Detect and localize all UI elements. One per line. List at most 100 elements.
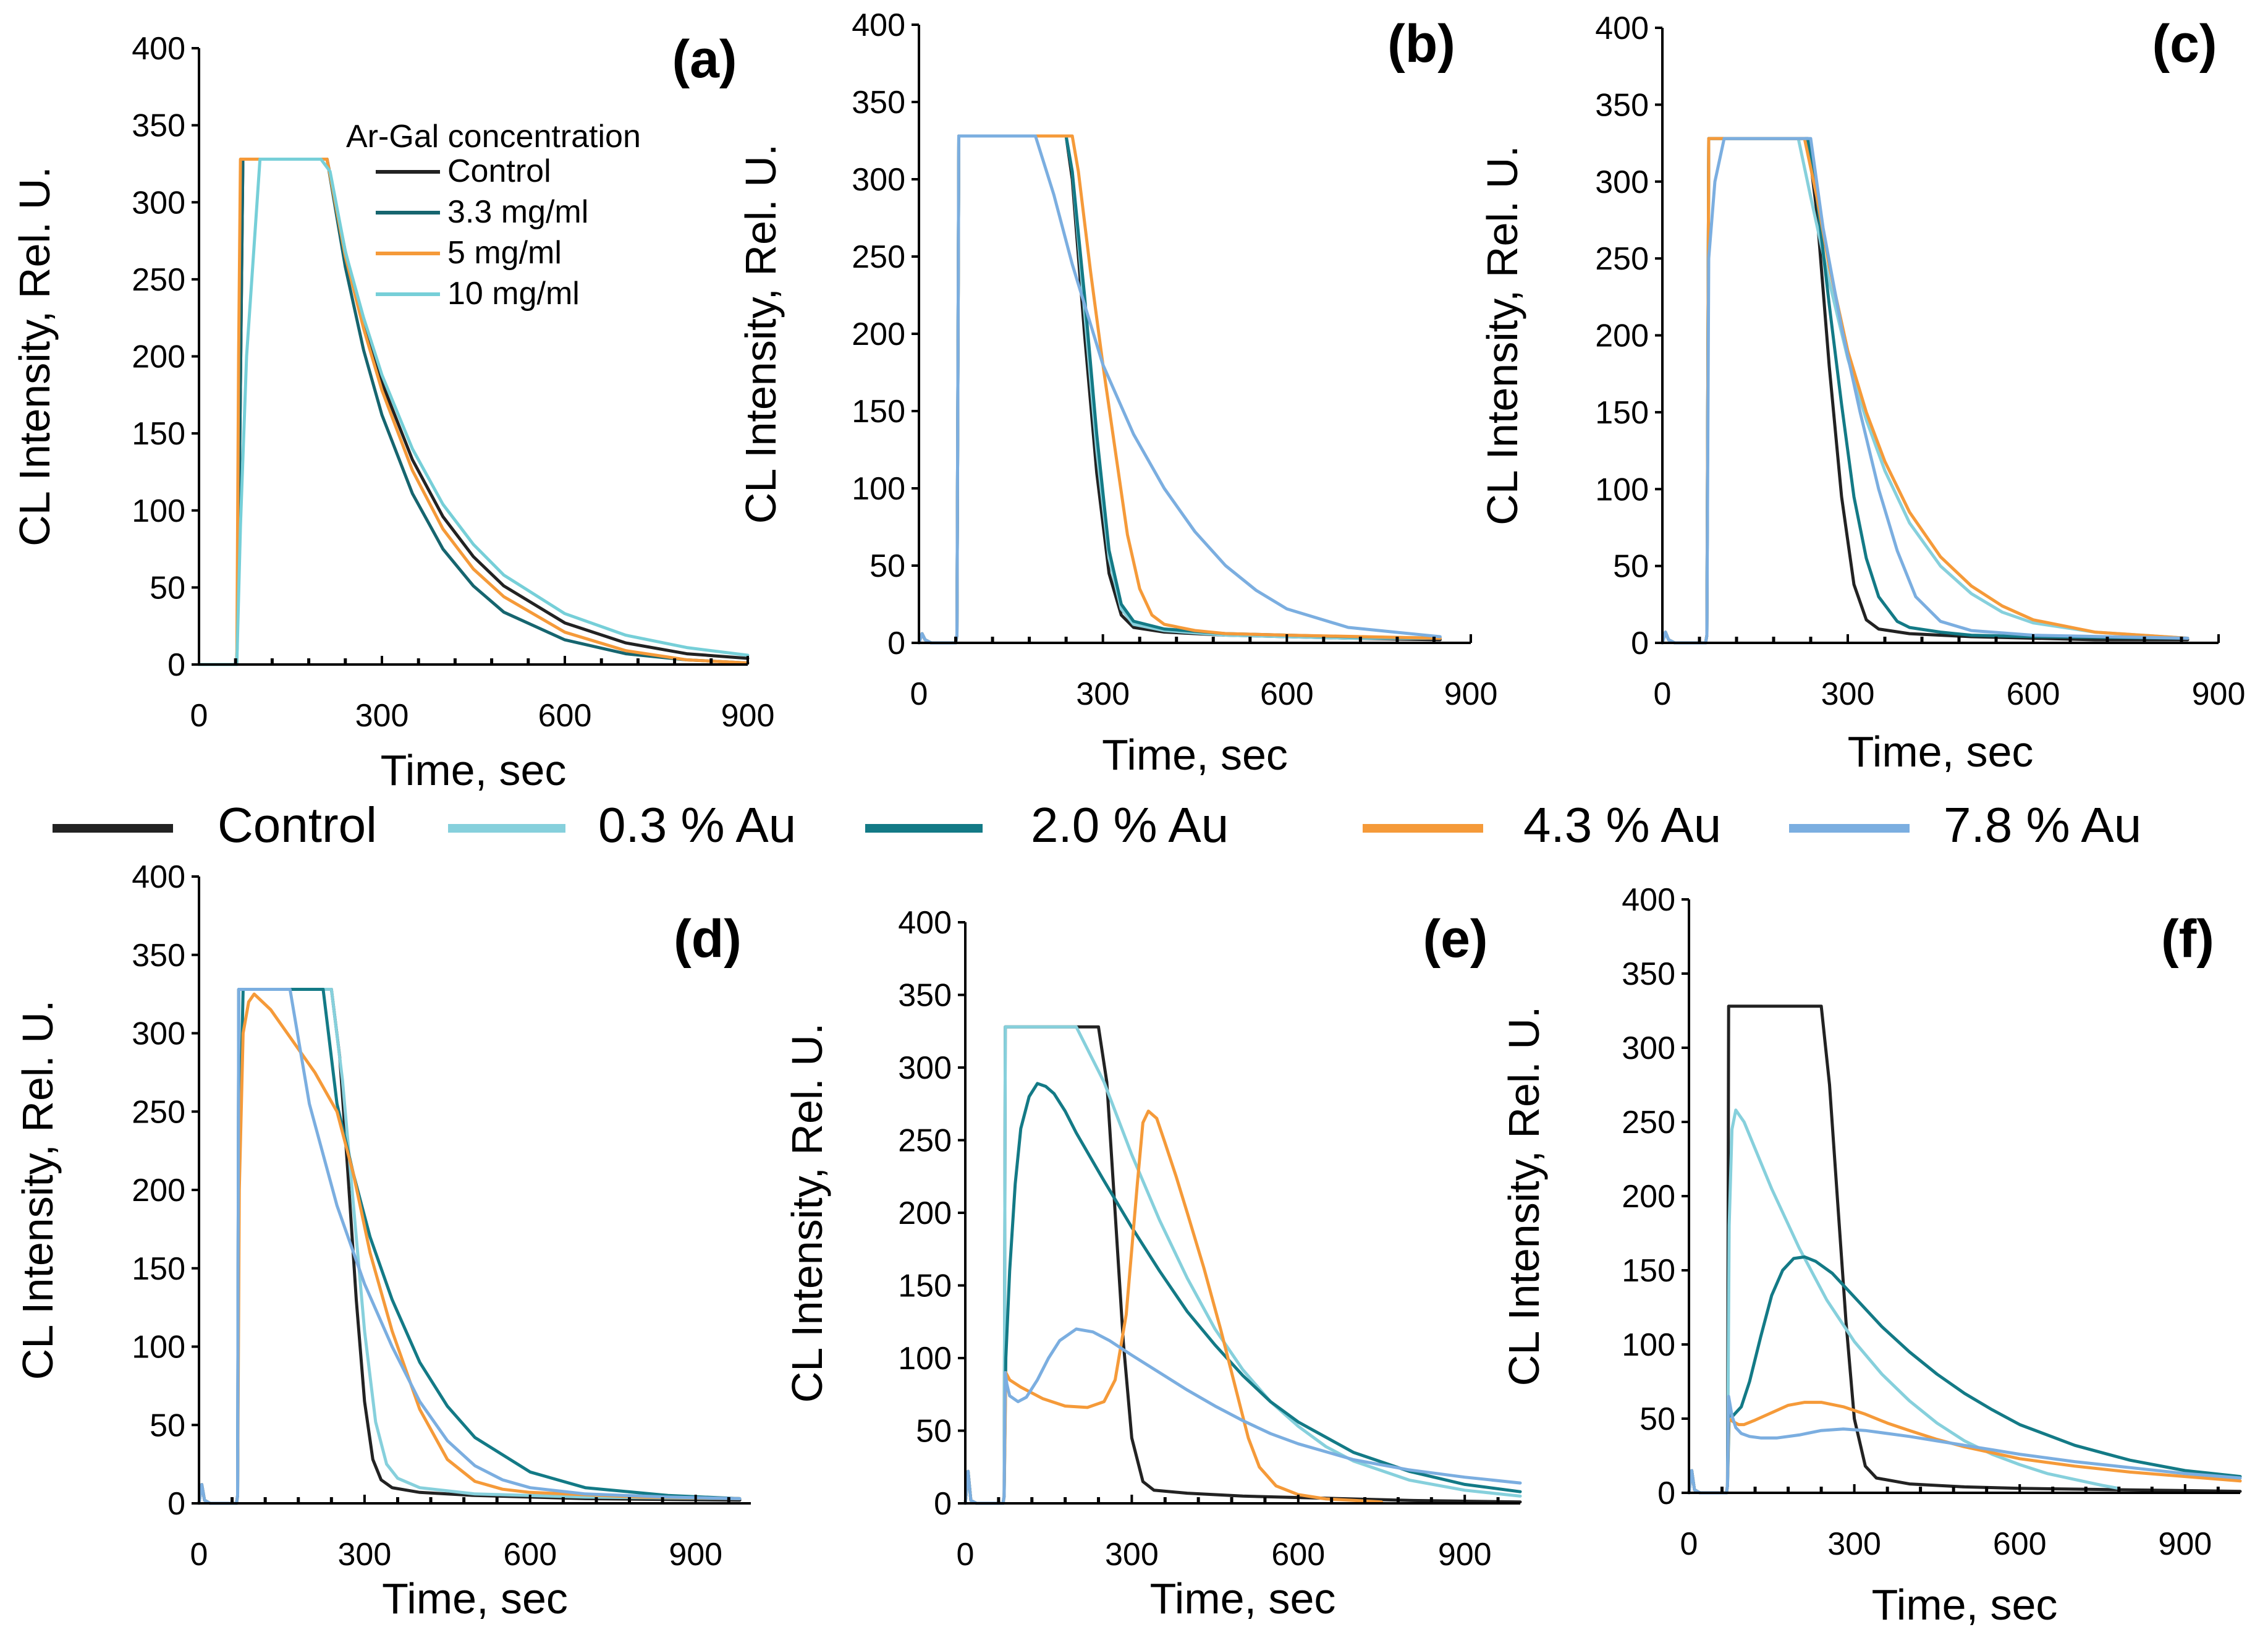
series-line-5-mg-ml — [197, 158, 750, 666]
legend-label: 3.3 mg/ml — [447, 194, 588, 230]
y-tick-label: 100 — [852, 471, 905, 507]
x-tick-label: 300 — [355, 698, 409, 734]
y-tick-label: 50 — [150, 570, 185, 606]
series-line-0-3-au — [963, 1025, 1522, 1505]
series-line-7-8-au — [1661, 137, 2190, 645]
legend-item-control: Control — [53, 797, 377, 852]
y-tick-label: 50 — [1640, 1401, 1675, 1437]
legend-label: Control — [447, 153, 551, 189]
panel-b: 0 50 100 150 200 250 300 350 400 0 300 600 900 Time, … — [737, 7, 1497, 779]
y-tick-label: 200 — [898, 1195, 952, 1231]
x-tick-label: 900 — [669, 1537, 722, 1573]
series-line-0-3-au — [917, 134, 1442, 645]
y-tick-label: 300 — [132, 185, 185, 221]
y-tick-label: 350 — [132, 938, 185, 974]
legend-item-au43: 4.3 % Au — [1363, 797, 1721, 852]
y-tick-label: 350 — [1622, 956, 1675, 992]
series-line-control — [963, 1025, 1522, 1505]
y-tick-label: 300 — [1595, 164, 1649, 200]
panel-label: (d) — [674, 909, 742, 969]
y-tick-label: 250 — [898, 1123, 952, 1159]
series-line-2-0-au — [197, 988, 742, 1505]
legend-label: 2.0 % Au — [1031, 797, 1229, 852]
panel-f: 0 50 100 150 200 250 300 350 400 0 300 600 900 Time, … — [1500, 882, 2242, 1629]
y-tick-label: 150 — [132, 1251, 185, 1287]
series-line-control — [1687, 1004, 2242, 1495]
y-tick-label: 0 — [167, 647, 185, 683]
series-line-control — [917, 134, 1442, 645]
y-axis-title: CL Intensity, Rel. U. — [783, 1023, 831, 1403]
series-line-2-0-au — [917, 134, 1442, 645]
y-tick-label: 350 — [1595, 87, 1649, 123]
y-tick-label: 250 — [132, 262, 185, 298]
x-tick-label: 0 — [190, 698, 208, 734]
y-tick-label: 200 — [1595, 318, 1649, 354]
series-line-7-8-au — [1687, 1395, 2242, 1495]
x-tick-label: 300 — [1821, 676, 1875, 712]
legend-label: 7.8 % Au — [1944, 797, 2141, 852]
y-tick-label: 400 — [1622, 882, 1675, 918]
y-tick-label: 100 — [132, 1330, 185, 1365]
y-tick-label: 350 — [852, 85, 905, 121]
y-tick-label: 200 — [852, 316, 905, 352]
x-tick-label: 0 — [1654, 676, 1672, 712]
y-tick-label: 50 — [916, 1414, 952, 1450]
x-tick-label: 300 — [1076, 676, 1130, 712]
x-axis-title: Time, sec — [1848, 728, 2034, 776]
panel-label: (a) — [672, 30, 737, 89]
x-axis-title: Time, sec — [381, 746, 567, 794]
legend-item-au20: 2.0 % Au — [865, 797, 1229, 852]
y-tick-label: 250 — [1595, 241, 1649, 277]
series-line-4-3-au — [197, 992, 742, 1505]
y-tick-label: 100 — [1595, 472, 1649, 507]
x-axis-title: Time, sec — [382, 1574, 568, 1623]
y-tick-label: 250 — [132, 1094, 185, 1130]
y-tick-label: 0 — [1657, 1476, 1675, 1511]
shared-legend: Control 0.3 % Au 2.0 % Au 4.3 % Au 7.8 % Au — [53, 797, 2141, 852]
series-line-4-3-au — [963, 1110, 1383, 1505]
series-line-2-0-au — [963, 1082, 1522, 1505]
series-line-7-8-au — [917, 134, 1442, 645]
panel-label: (e) — [1423, 909, 1487, 969]
y-axis-title: CL Intensity, Rel. U. — [737, 144, 785, 524]
y-tick-label: 400 — [898, 905, 952, 941]
panel-label: (b) — [1387, 14, 1455, 74]
y-tick-label: 150 — [852, 394, 905, 430]
y-axis-title: CL Intensity, Rel. U. — [1478, 145, 1526, 525]
y-tick-label: 350 — [132, 108, 185, 144]
panel-a: 0 50 100 150 200 250 300 350 400 0 300 600 900 Time, … — [11, 30, 774, 794]
y-axis-title: CL Intensity, Rel. U. — [11, 166, 59, 546]
y-tick-label: 400 — [1595, 11, 1649, 46]
x-axis-title: Time, sec — [1102, 731, 1288, 779]
series-line-2-0-au — [1661, 137, 2190, 645]
x-tick-label: 600 — [503, 1537, 557, 1573]
x-tick-label: 900 — [2158, 1526, 2212, 1562]
x-axis-title: Time, sec — [1150, 1574, 1336, 1623]
series-line-3-3-mg-ml — [197, 158, 750, 666]
panel-d: 0 50 100 150 200 250 300 350 400 0 300 600 900 Time, … — [14, 859, 751, 1623]
x-tick-label: 0 — [910, 676, 928, 712]
y-tick-label: 50 — [870, 548, 905, 584]
x-tick-label: 900 — [1438, 1537, 1492, 1573]
panel-e: 0 50 100 150 200 250 300 350 400 0 300 600 900 Time, … — [783, 905, 1522, 1623]
y-tick-label: 350 — [898, 978, 952, 1014]
series-line-7-8-au — [963, 1327, 1522, 1505]
legend-label: 4.3 % Au — [1523, 797, 1721, 852]
x-tick-label: 300 — [1827, 1526, 1881, 1562]
x-tick-label: 600 — [1260, 676, 1314, 712]
y-tick-label: 200 — [132, 1173, 185, 1208]
panel-label: (c) — [2152, 14, 2217, 74]
series-line-0-3-au — [197, 988, 742, 1505]
series-line-control — [1661, 137, 2190, 645]
y-tick-label: 0 — [167, 1486, 185, 1522]
y-tick-label: 100 — [132, 493, 185, 529]
y-tick-label: 200 — [132, 339, 185, 375]
y-tick-label: 200 — [1622, 1179, 1675, 1215]
y-tick-label: 150 — [898, 1268, 952, 1304]
series-line-10-mg-ml — [197, 158, 750, 666]
y-tick-label: 50 — [150, 1408, 185, 1443]
y-tick-label: 100 — [898, 1341, 952, 1377]
legend-label: 0.3 % Au — [598, 797, 796, 852]
